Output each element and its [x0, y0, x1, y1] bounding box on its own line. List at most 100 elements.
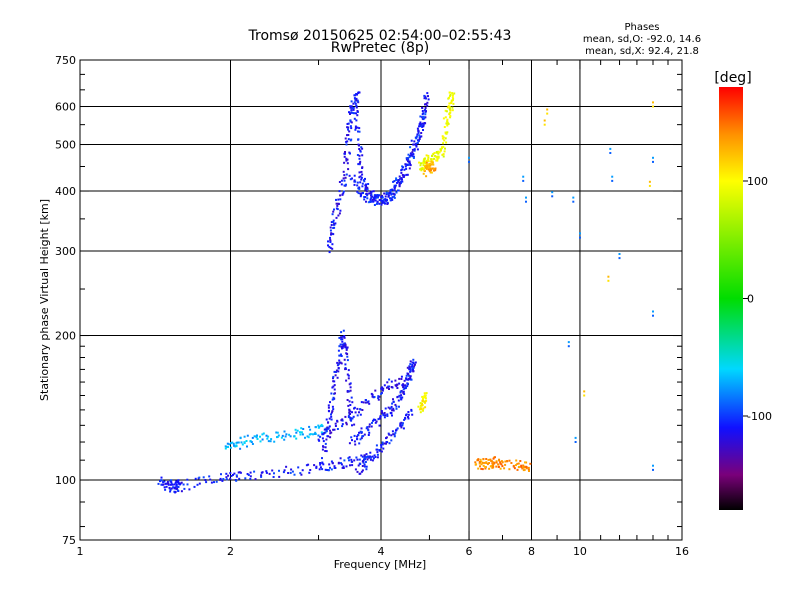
- echo-point: [299, 472, 302, 475]
- echo-point: [431, 155, 433, 157]
- echo-point: [427, 156, 430, 159]
- echo-point: [492, 465, 495, 468]
- echo-point: [359, 463, 362, 465]
- echo-point: [433, 169, 435, 172]
- echo-point: [357, 434, 360, 437]
- echo-points: [157, 91, 654, 494]
- echo-point: [334, 467, 337, 469]
- echo-point: [386, 202, 389, 205]
- echo-point: [337, 370, 340, 373]
- echo-point: [333, 465, 336, 468]
- echo-point: [369, 198, 372, 201]
- echo-point: [353, 112, 355, 115]
- echo-point: [434, 167, 437, 170]
- echo-point: [324, 468, 327, 471]
- echo-point: [358, 171, 361, 174]
- echo-point: [417, 139, 420, 142]
- echo-point: [329, 246, 332, 249]
- echo-point: [355, 119, 358, 122]
- echo-point: [327, 421, 329, 424]
- echo-point: [176, 489, 179, 492]
- echo-point: [278, 475, 281, 478]
- echo-point: [391, 414, 393, 417]
- echo-point: [357, 92, 360, 95]
- echo-point: [384, 414, 387, 417]
- y-tick-label: 75: [62, 534, 76, 547]
- echo-point: [327, 469, 330, 472]
- echo-point: [333, 370, 336, 373]
- echo-point: [406, 366, 409, 369]
- echo-point: [353, 183, 356, 186]
- echo-point: [361, 166, 364, 169]
- echo-point: [325, 428, 328, 431]
- echo-point: [335, 216, 338, 219]
- echo-point: [246, 473, 249, 475]
- echo-point: [347, 374, 350, 377]
- echo-point: [369, 200, 372, 203]
- echo-point: [163, 486, 166, 489]
- echo-point: [198, 476, 201, 479]
- echo-point: [420, 169, 423, 172]
- echo-point: [348, 411, 351, 414]
- echo-point: [339, 194, 342, 197]
- echo-point: [272, 476, 275, 478]
- echo-point: [305, 464, 308, 467]
- echo-point: [224, 447, 227, 450]
- echo-point: [427, 166, 430, 169]
- echo-point: [220, 473, 222, 476]
- echo-point: [331, 462, 334, 465]
- echo-point: [363, 198, 366, 201]
- echo-point: [425, 103, 428, 106]
- echo-point: [583, 394, 586, 397]
- echo-point: [400, 398, 403, 401]
- echo-point: [442, 142, 445, 145]
- echo-point: [348, 174, 351, 177]
- echo-point: [332, 210, 335, 213]
- echo-point: [427, 165, 430, 168]
- echo-point: [363, 454, 366, 457]
- echo-point: [567, 341, 570, 344]
- echo-point: [377, 397, 380, 400]
- echo-point: [348, 442, 351, 445]
- phase-stats-x: mean, sd,X: 92.4, 21.8: [585, 46, 699, 57]
- echo-point: [353, 459, 356, 462]
- echo-point: [422, 396, 425, 399]
- echo-point: [413, 365, 416, 368]
- echo-point: [386, 199, 388, 201]
- echo-point: [334, 374, 337, 377]
- echo-point: [366, 458, 369, 461]
- echo-point: [421, 116, 424, 119]
- echo-point: [574, 441, 577, 443]
- echo-point: [276, 431, 279, 434]
- echo-point: [396, 427, 399, 430]
- echo-point: [332, 377, 334, 380]
- echo-point: [351, 177, 353, 180]
- echo-point: [281, 434, 284, 437]
- echo-point: [360, 176, 363, 179]
- echo-point: [423, 157, 426, 160]
- echo-point: [388, 442, 391, 445]
- echo-point: [324, 446, 327, 449]
- echo-point: [383, 442, 386, 445]
- echo-point: [424, 103, 426, 106]
- echo-point: [360, 454, 363, 457]
- echo-point: [309, 428, 312, 431]
- echo-point: [308, 433, 311, 436]
- echo-point: [348, 400, 351, 403]
- echo-point: [392, 407, 395, 410]
- echo-point: [293, 435, 296, 438]
- echo-point: [324, 450, 327, 452]
- echo-point: [350, 436, 353, 439]
- echo-point: [506, 460, 509, 463]
- echo-point: [408, 374, 410, 377]
- echo-point: [407, 160, 409, 163]
- echo-point: [330, 411, 333, 414]
- echo-point: [356, 458, 359, 461]
- grid-lines: [80, 60, 682, 540]
- echo-point: [391, 192, 393, 195]
- echo-point: [425, 165, 428, 168]
- echo-point: [499, 461, 502, 464]
- echo-point: [478, 460, 481, 463]
- echo-point: [337, 461, 340, 464]
- echo-point: [345, 379, 348, 382]
